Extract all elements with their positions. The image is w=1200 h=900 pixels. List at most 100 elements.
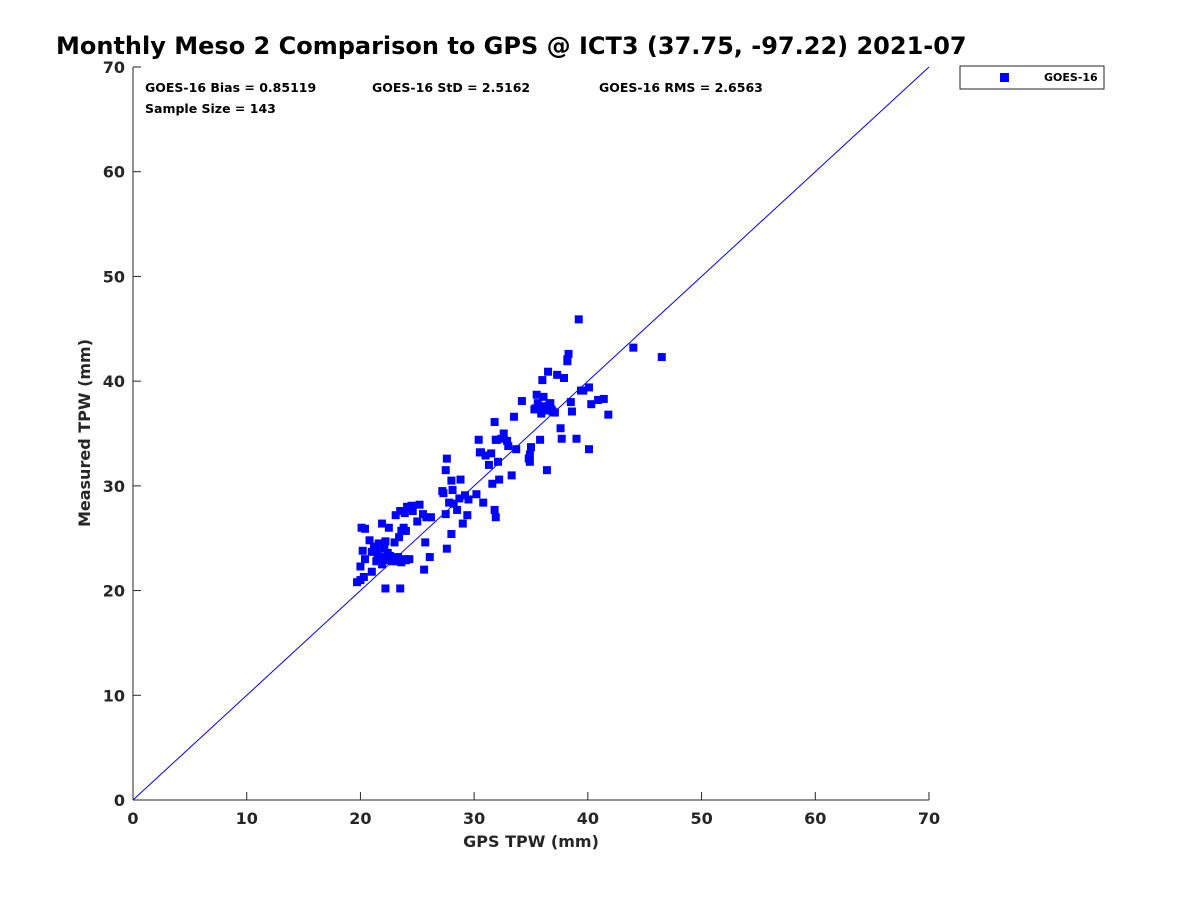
legend-box bbox=[959, 65, 1105, 90]
rms-stat: GOES-16 RMS = 2.6563 bbox=[599, 80, 763, 95]
data-point bbox=[359, 572, 368, 581]
x-axis-label: GPS TPW (mm) bbox=[463, 832, 599, 851]
data-point bbox=[490, 505, 499, 514]
data-point bbox=[393, 553, 402, 562]
data-point bbox=[530, 405, 539, 414]
x-tick-label: 10 bbox=[236, 809, 258, 828]
data-point bbox=[420, 565, 429, 574]
data-point bbox=[408, 506, 417, 515]
data-point bbox=[557, 434, 566, 443]
data-point bbox=[491, 435, 500, 444]
data-point bbox=[376, 553, 385, 562]
data-point bbox=[509, 412, 518, 421]
data-point bbox=[499, 429, 508, 438]
data-point bbox=[475, 448, 484, 457]
data-point bbox=[488, 479, 497, 488]
x-tick-label: 50 bbox=[690, 809, 712, 828]
data-point bbox=[448, 486, 457, 495]
data-point bbox=[579, 386, 588, 395]
x-tick-label: 0 bbox=[127, 809, 138, 828]
data-point bbox=[455, 494, 464, 503]
data-point bbox=[447, 476, 456, 485]
y-tick-label: 30 bbox=[103, 477, 125, 496]
y-axis-label: Measured TPW (mm) bbox=[75, 339, 94, 527]
x-tick-label: 40 bbox=[577, 809, 599, 828]
data-point bbox=[556, 424, 565, 433]
data-point bbox=[449, 499, 458, 508]
data-point bbox=[572, 434, 581, 443]
data-point bbox=[396, 584, 405, 593]
data-point bbox=[357, 523, 366, 532]
data-point bbox=[604, 410, 613, 419]
plot-area: 0 10 20 30 40 50 60 70 0 10 20 30 40 50 60 70 bbox=[103, 58, 940, 828]
data-point bbox=[599, 394, 608, 403]
data-point bbox=[657, 353, 666, 362]
data-point bbox=[527, 443, 535, 452]
data-point bbox=[587, 400, 596, 409]
data-point bbox=[458, 519, 467, 528]
data-point bbox=[415, 500, 424, 509]
y-tick-label: 40 bbox=[103, 372, 125, 391]
data-point bbox=[472, 490, 481, 499]
data-point bbox=[559, 374, 568, 383]
x-tick-label: 30 bbox=[463, 809, 485, 828]
data-point bbox=[395, 533, 404, 542]
data-point bbox=[407, 501, 416, 510]
data-point bbox=[564, 349, 573, 358]
data-point bbox=[532, 390, 541, 399]
data-point bbox=[425, 553, 434, 562]
legend-marker bbox=[1000, 73, 1009, 82]
data-point bbox=[426, 513, 435, 522]
y-tick-label: 20 bbox=[103, 582, 125, 601]
data-point bbox=[378, 519, 387, 528]
data-point bbox=[400, 509, 409, 518]
data-point bbox=[371, 545, 380, 554]
data-point bbox=[374, 539, 383, 548]
data-point bbox=[456, 475, 465, 484]
data-point bbox=[594, 395, 603, 404]
data-point bbox=[538, 376, 547, 385]
data-point bbox=[441, 510, 450, 519]
data-point bbox=[442, 544, 451, 553]
data-point bbox=[445, 498, 454, 507]
legend-label: GOES-16 bbox=[1044, 71, 1098, 84]
data-point bbox=[481, 451, 490, 460]
data-point bbox=[567, 407, 576, 416]
data-point bbox=[524, 454, 533, 463]
data-point bbox=[438, 487, 447, 496]
data-point bbox=[574, 315, 583, 324]
x-tick-label: 70 bbox=[918, 809, 940, 828]
x-tick-label: 20 bbox=[349, 809, 371, 828]
data-point bbox=[539, 392, 548, 401]
y-tick-label: 50 bbox=[103, 267, 125, 286]
data-point bbox=[536, 435, 545, 444]
data-point bbox=[512, 445, 521, 454]
data-point bbox=[413, 517, 422, 526]
data-point bbox=[379, 543, 388, 552]
data-point bbox=[507, 471, 516, 480]
data-point bbox=[517, 397, 526, 406]
chart-title: Monthly Meso 2 Comparison to GPS @ ICT3 … bbox=[56, 32, 967, 60]
data-point bbox=[365, 536, 374, 545]
data-point bbox=[399, 523, 408, 532]
data-point bbox=[392, 557, 401, 566]
data-point bbox=[356, 562, 365, 571]
data-point bbox=[490, 417, 499, 426]
data-point bbox=[504, 442, 513, 451]
data-point bbox=[403, 502, 412, 511]
data-point bbox=[390, 538, 399, 547]
data-point bbox=[385, 556, 394, 565]
goes16-points bbox=[353, 315, 666, 593]
data-point bbox=[533, 399, 542, 408]
y-axis-ticks: 0 10 20 30 40 50 60 70 bbox=[103, 58, 141, 810]
bias-stat: GOES-16 Bias = 0.85119 bbox=[145, 80, 316, 95]
data-point bbox=[396, 506, 405, 515]
data-point bbox=[487, 449, 496, 458]
data-point bbox=[584, 445, 593, 454]
data-point bbox=[381, 584, 390, 593]
y-tick-label: 10 bbox=[103, 686, 125, 705]
data-point bbox=[461, 491, 470, 500]
y-tick-label: 60 bbox=[103, 163, 125, 182]
data-point bbox=[447, 530, 456, 539]
